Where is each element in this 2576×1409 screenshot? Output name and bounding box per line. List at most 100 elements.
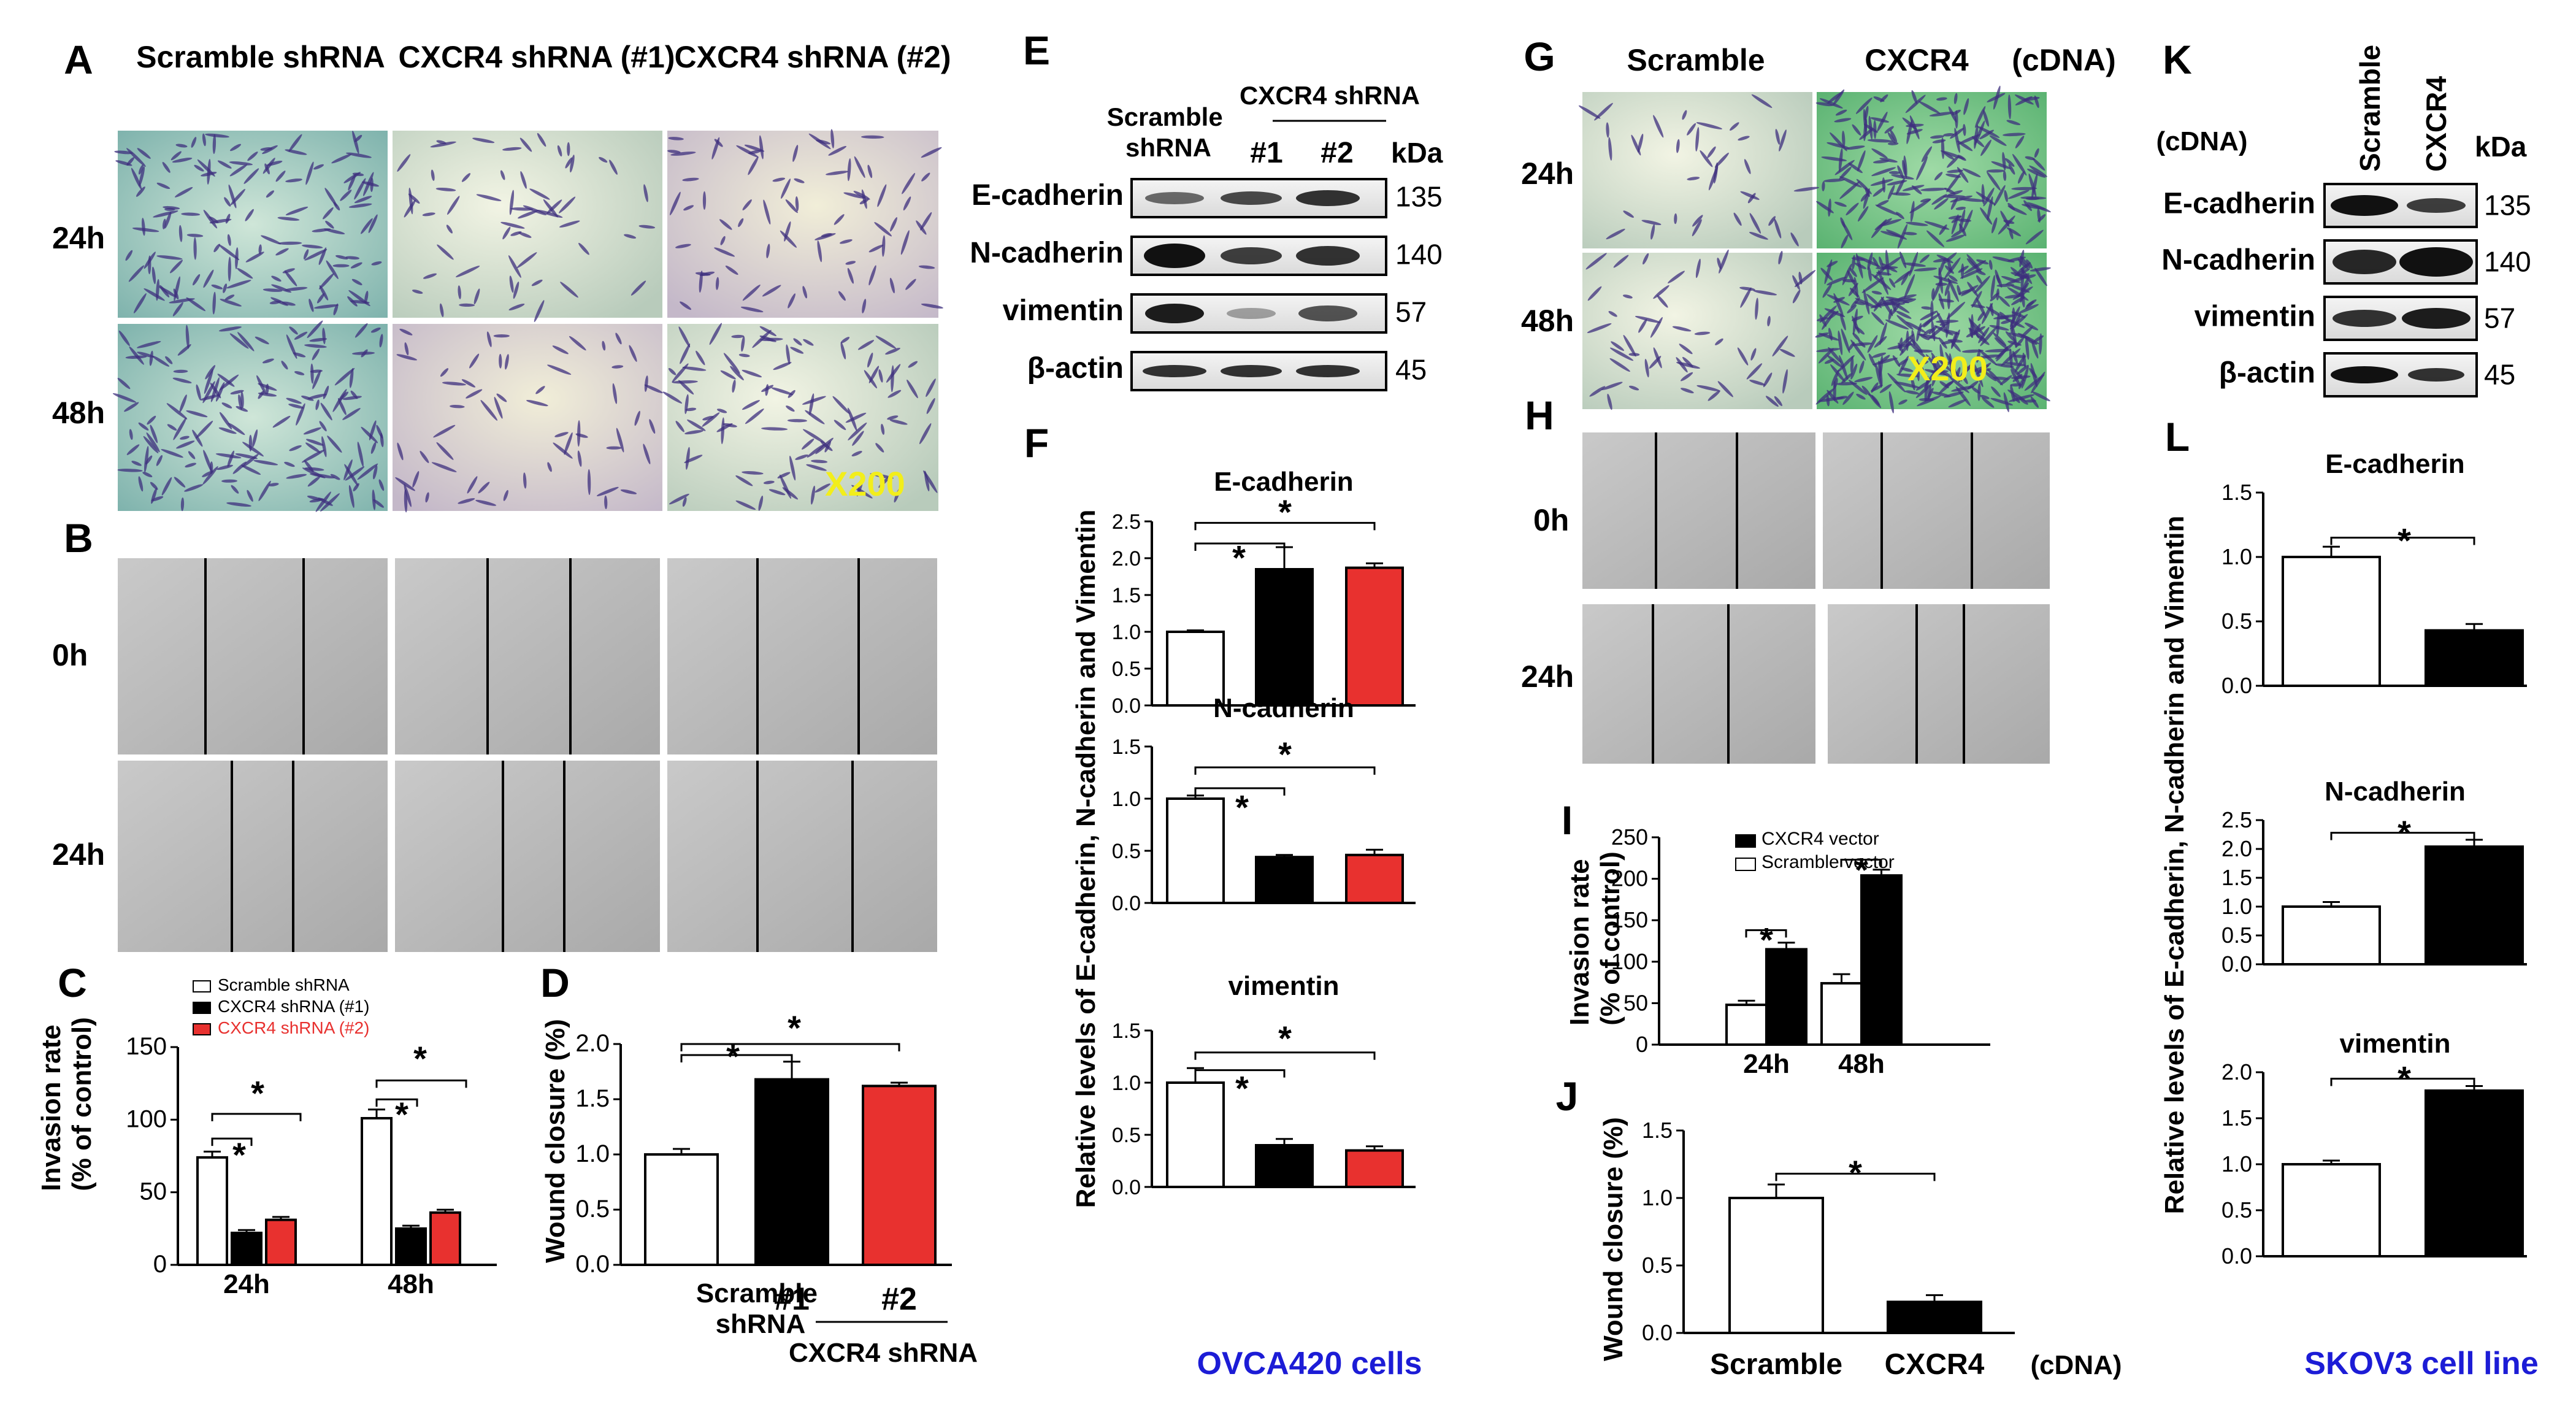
stained-cell [1838, 148, 1843, 172]
magnification-label-g: X200 [1907, 349, 1988, 388]
stained-cell [763, 480, 775, 485]
x-tick-label: #2 [881, 1281, 917, 1317]
stained-cell [430, 141, 456, 148]
stained-cell [348, 485, 355, 509]
stained-cell [535, 386, 545, 394]
stained-cell [1772, 336, 1788, 357]
stained-cell [1824, 308, 1846, 317]
stained-cell [1879, 322, 1887, 345]
significance-bracket [375, 1098, 418, 1107]
stained-cell [815, 483, 830, 493]
stained-cell [615, 332, 622, 345]
stained-cell [288, 134, 302, 152]
stained-cell [509, 190, 515, 215]
stained-cell [685, 447, 690, 470]
stained-cell [1606, 228, 1625, 240]
stained-cell [887, 390, 902, 398]
stained-cell [881, 235, 886, 257]
stained-cell [1836, 382, 1857, 386]
stained-cell [868, 366, 880, 383]
stained-cell [436, 140, 447, 145]
stained-cell [1991, 217, 1998, 234]
row-label-48h-g: 48h [1521, 304, 1574, 338]
stained-cell [742, 199, 752, 210]
stained-cell [178, 225, 183, 242]
stained-cell [1779, 129, 1787, 152]
stained-cell [2010, 384, 2015, 402]
stained-cell [243, 168, 259, 184]
bar [395, 1227, 427, 1267]
stained-cell [795, 196, 799, 212]
stained-cell [1828, 347, 1842, 363]
legend-swatch [193, 1002, 211, 1014]
stained-cell [272, 415, 291, 428]
stained-cell [349, 368, 354, 388]
stained-cell [1938, 293, 1945, 310]
wound-edge-lines [204, 558, 860, 952]
xlabel-d-group: CXCR4 shRNA [789, 1338, 978, 1368]
stained-cell [1692, 215, 1703, 227]
stained-cell [175, 144, 188, 148]
stained-cell [342, 408, 361, 420]
stained-cell [305, 442, 321, 453]
stained-cell [313, 304, 339, 309]
stained-cell [2014, 312, 2022, 328]
legend-label: CXCR4 shRNA (#2) [218, 1018, 369, 1037]
stained-cell [1638, 133, 1644, 153]
stained-cell [616, 428, 624, 453]
chart-l1: 0.0 0.5 1.0 1.5 E-cadherin * [2221, 449, 2527, 698]
blot-k-band [2402, 308, 2471, 329]
stained-cell [762, 285, 781, 297]
significance-bracket [1194, 1069, 1286, 1078]
stained-cell [1644, 358, 1649, 378]
blot-e-lane-1: #1 [1250, 137, 1282, 169]
stained-cell [709, 323, 722, 345]
stained-cell [513, 282, 519, 299]
stained-cell [1976, 298, 1987, 318]
stained-cell [1871, 274, 1892, 290]
stained-cell [1951, 229, 1965, 238]
stained-cell [771, 387, 793, 395]
stained-cell [510, 231, 522, 236]
stained-cell [185, 463, 197, 468]
stained-cell [352, 131, 359, 154]
stained-cell [2007, 94, 2012, 120]
stained-cell [324, 228, 345, 235]
stained-cell [161, 449, 183, 458]
stained-cell [440, 368, 449, 377]
stained-cell [227, 234, 231, 246]
stained-cell [1929, 112, 1955, 117]
legend-swatch [193, 1023, 211, 1035]
significance-star: * [1232, 538, 1246, 577]
stained-cell [447, 196, 460, 215]
y-tick-label: 1.5 [1642, 1118, 1673, 1143]
stained-cell [332, 389, 347, 412]
stained-cell [1921, 306, 1932, 310]
stained-cell [1657, 295, 1668, 308]
chart-c-legend: Scramble shRNA CXCR4 shRNA (#1) CXCR4 shRN… [193, 975, 369, 1037]
stained-cell [560, 282, 578, 298]
y-tick-label: 0.5 [1112, 1124, 1141, 1147]
stained-cell [1990, 292, 1999, 302]
stained-cell [2025, 336, 2030, 360]
y-tick-label: 0.0 [1112, 694, 1141, 718]
stained-cell [296, 403, 305, 426]
stained-cell [1871, 352, 1887, 358]
stained-cell [2019, 250, 2025, 267]
stained-cell [1905, 94, 1926, 113]
stained-cell [164, 211, 172, 229]
stained-cell [173, 417, 187, 440]
stained-cell [2020, 266, 2025, 292]
stained-cell [867, 164, 873, 179]
stained-cell [1608, 137, 1612, 161]
stained-cell [670, 191, 681, 216]
stained-cell [1953, 93, 1958, 104]
stained-cell [439, 303, 444, 317]
stained-cell [807, 443, 825, 458]
stained-cell [380, 432, 384, 447]
legend-label: Scramble shRNA [218, 975, 350, 994]
stained-cell [2017, 332, 2039, 345]
stained-cell [1863, 289, 1870, 315]
panel-letter-c: C [58, 960, 87, 1005]
stained-cell [1977, 383, 1981, 401]
